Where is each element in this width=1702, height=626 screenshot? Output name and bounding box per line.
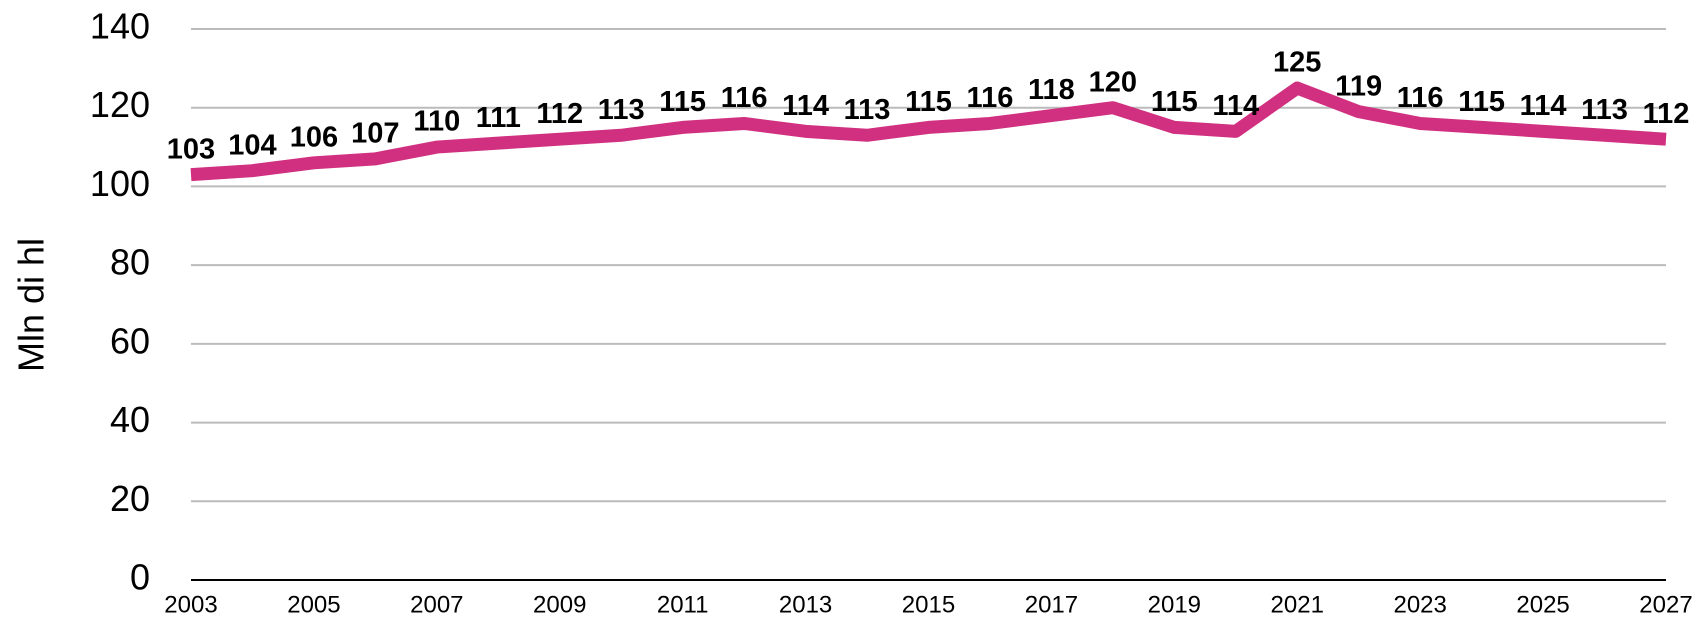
data-label: 125	[1273, 47, 1321, 79]
data-label: 106	[290, 121, 338, 153]
x-tick-label: 2003	[164, 591, 217, 618]
data-label: 113	[844, 94, 891, 126]
data-label: 112	[536, 98, 583, 130]
x-tick-label: 2009	[533, 591, 586, 618]
data-label: 113	[1581, 94, 1628, 126]
y-tick-label: 140	[90, 6, 150, 47]
data-label: 116	[721, 82, 768, 114]
data-label: 118	[1028, 74, 1075, 106]
x-tick-label: 2025	[1516, 591, 1569, 618]
data-label: 114	[1520, 90, 1567, 122]
x-tick-label: 2005	[287, 591, 340, 618]
y-axis-label: Mln di hl	[11, 238, 52, 372]
x-tick-label: 2019	[1148, 591, 1201, 618]
x-tick-label: 2011	[657, 591, 709, 618]
x-tick-label: 2013	[779, 591, 832, 618]
y-tick-label: 60	[110, 320, 150, 361]
data-label: 112	[1643, 98, 1690, 130]
x-tick-label: 2027	[1639, 591, 1692, 618]
data-line	[190, 81, 1667, 182]
data-label: 120	[1089, 66, 1137, 98]
data-label: 115	[905, 86, 952, 118]
data-label: 116	[967, 82, 1014, 114]
y-tick-label: 80	[110, 242, 150, 283]
data-label: 115	[1151, 86, 1198, 118]
x-tick-label: 2015	[902, 591, 955, 618]
data-label: 115	[659, 86, 706, 118]
data-label: 114	[1212, 90, 1259, 122]
data-label: 107	[351, 118, 399, 150]
data-label: 110	[413, 106, 460, 138]
data-label: 111	[476, 102, 521, 134]
data-label: 116	[1397, 82, 1444, 114]
x-tick-label: 2017	[1025, 591, 1078, 618]
data-label: 115	[1458, 86, 1505, 118]
data-label: 113	[598, 94, 645, 126]
y-tick-label: 100	[90, 163, 150, 204]
data-label: 103	[167, 133, 215, 165]
y-tick-label: 20	[110, 478, 150, 519]
y-tick-label: 120	[90, 84, 150, 125]
y-tick-label: 40	[110, 399, 150, 440]
data-label: 104	[228, 129, 276, 161]
x-tick-label: 2023	[1393, 591, 1446, 618]
x-tick-label: 2021	[1271, 591, 1324, 618]
x-tick-label: 2007	[410, 591, 463, 618]
data-label: 114	[782, 90, 829, 122]
data-label: 119	[1335, 70, 1382, 102]
y-tick-label: 0	[130, 557, 150, 598]
